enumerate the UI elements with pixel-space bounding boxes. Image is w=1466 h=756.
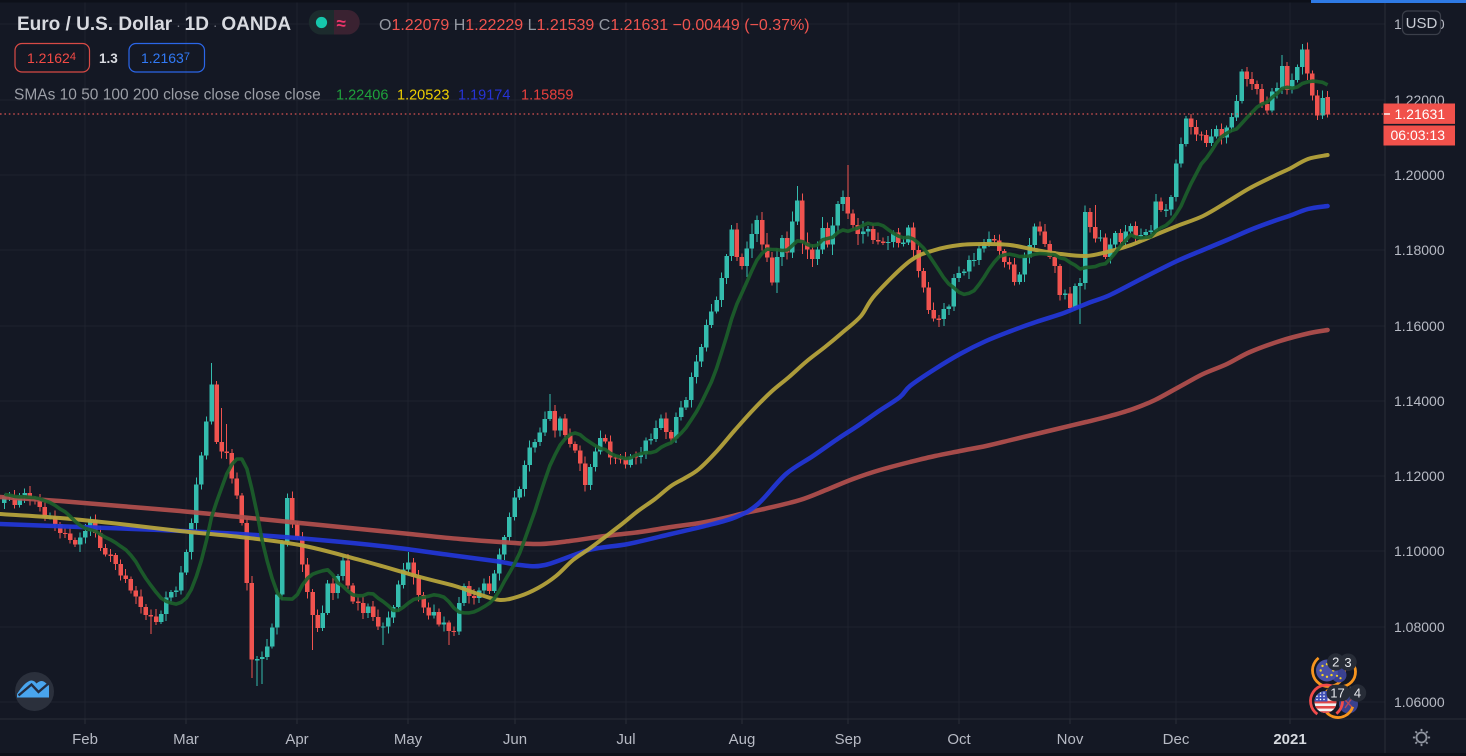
svg-text:1.14000: 1.14000 xyxy=(1394,393,1445,409)
svg-text:Feb: Feb xyxy=(72,731,98,748)
svg-text:Oct: Oct xyxy=(947,731,971,748)
svg-text:Mar: Mar xyxy=(173,731,199,748)
svg-text:1.12000: 1.12000 xyxy=(1394,468,1445,484)
svg-text:06:03:13: 06:03:13 xyxy=(1391,127,1446,143)
svg-text:O1.22079 H1.22229 L1.21539 C1.: O1.22079 H1.22229 L1.21539 C1.21631 −0.0… xyxy=(379,17,810,34)
svg-text:1.21624: 1.21624 xyxy=(27,50,76,66)
svg-text:4: 4 xyxy=(1354,686,1361,701)
svg-text:Aug: Aug xyxy=(729,731,756,748)
svg-text:1.18000: 1.18000 xyxy=(1394,242,1445,258)
svg-text:Sep: Sep xyxy=(835,731,862,748)
svg-text:3: 3 xyxy=(1344,655,1351,670)
svg-text:1.15859: 1.15859 xyxy=(521,88,573,104)
svg-text:1.20523: 1.20523 xyxy=(397,88,449,104)
svg-text:1.22406: 1.22406 xyxy=(336,88,388,104)
svg-text:May: May xyxy=(394,731,423,748)
svg-text:1.06000: 1.06000 xyxy=(1394,694,1445,710)
svg-text:1.16000: 1.16000 xyxy=(1394,318,1445,334)
svg-text:Nov: Nov xyxy=(1057,731,1084,748)
svg-text:SMAs 10 50 100 200 close close: SMAs 10 50 100 200 close close close clo… xyxy=(14,87,321,104)
svg-text:2021: 2021 xyxy=(1273,731,1306,748)
svg-text:1.3: 1.3 xyxy=(99,51,118,66)
svg-text:17: 17 xyxy=(1330,685,1344,700)
svg-text:Dec: Dec xyxy=(1163,731,1190,748)
svg-text:1.10000: 1.10000 xyxy=(1394,543,1445,559)
svg-text:1.19174: 1.19174 xyxy=(458,88,510,104)
svg-text:Jun: Jun xyxy=(503,731,527,748)
svg-text:≈: ≈ xyxy=(337,14,346,33)
svg-text:Euro / U.S. Dollar · 1D · OAND: Euro / U.S. Dollar · 1D · OANDA xyxy=(17,14,291,35)
svg-text:1.21637: 1.21637 xyxy=(141,50,190,66)
svg-text:Apr: Apr xyxy=(285,731,308,748)
svg-text:2: 2 xyxy=(1332,655,1339,670)
svg-text:1.21631: 1.21631 xyxy=(1395,106,1446,122)
svg-text:1.08000: 1.08000 xyxy=(1394,619,1445,635)
svg-text:USD: USD xyxy=(1406,15,1438,32)
svg-text:1.20000: 1.20000 xyxy=(1394,167,1445,183)
svg-text:Jul: Jul xyxy=(616,731,635,748)
